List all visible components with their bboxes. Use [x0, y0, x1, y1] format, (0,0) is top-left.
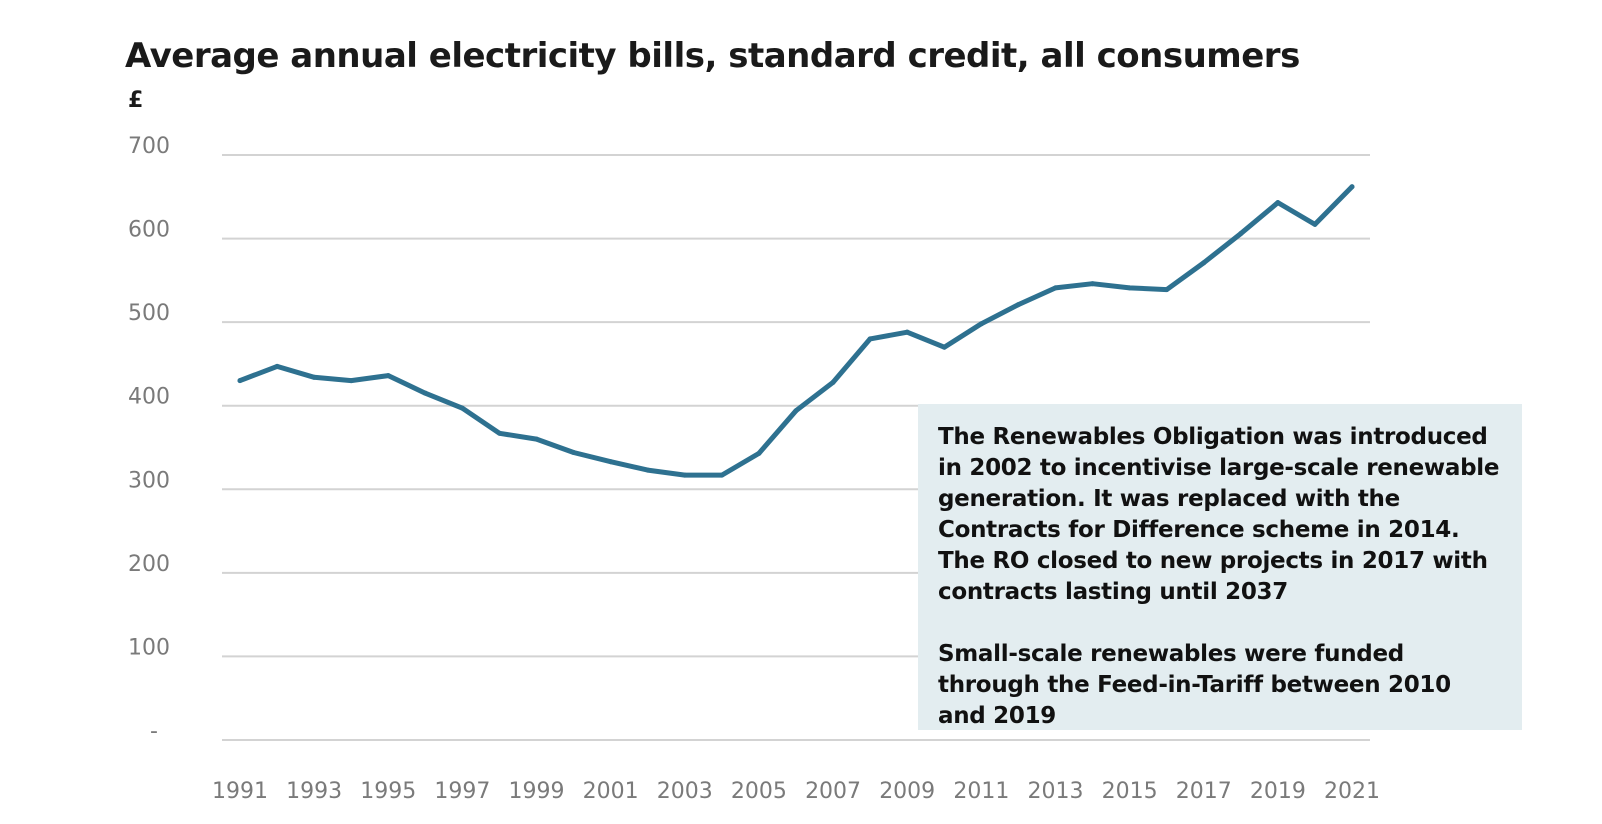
x-tick-label: 1993	[286, 779, 342, 804]
data-point	[1275, 200, 1281, 206]
data-point	[1312, 221, 1318, 227]
annotation-box: The Renewables Obligation was introduced…	[918, 404, 1522, 730]
data-point	[1052, 285, 1058, 291]
y-tick-label: 300	[128, 468, 170, 493]
data-point	[1127, 285, 1133, 291]
data-point	[867, 336, 873, 342]
x-tick-label: 1991	[212, 779, 268, 804]
data-point	[1164, 287, 1170, 293]
data-point	[793, 408, 799, 414]
data-point	[1238, 231, 1244, 237]
data-point	[830, 379, 836, 385]
data-point	[274, 363, 280, 369]
y-tick-label: 700	[128, 134, 170, 159]
x-tick-label: 2015	[1102, 779, 1158, 804]
data-point	[608, 459, 614, 465]
y-tick-label: 500	[128, 301, 170, 326]
y-axis-unit-label: £	[128, 88, 144, 113]
x-tick-label: 2013	[1027, 779, 1083, 804]
y-tick-label: 400	[128, 385, 170, 410]
y-tick-label: 100	[128, 635, 170, 660]
data-point	[904, 329, 910, 335]
data-point	[534, 436, 540, 442]
data-point	[496, 430, 502, 436]
x-tick-label: 1999	[509, 779, 565, 804]
data-point	[941, 344, 947, 350]
data-point	[1015, 302, 1021, 308]
data-point	[1090, 281, 1096, 287]
data-point	[756, 450, 762, 456]
x-tick-label: 2019	[1250, 779, 1306, 804]
x-tick-label: 2017	[1176, 779, 1232, 804]
data-point	[1349, 184, 1355, 190]
y-tick-label: 600	[128, 218, 170, 243]
x-tick-label: 2011	[953, 779, 1009, 804]
data-point	[682, 472, 688, 478]
x-tick-label: 1995	[360, 779, 416, 804]
chart-title: Average annual electricity bills, standa…	[125, 36, 1300, 76]
x-tick-label: 2007	[805, 779, 861, 804]
data-point	[719, 472, 725, 478]
series	[237, 184, 1355, 478]
x-tick-label: 1997	[434, 779, 490, 804]
data-point	[571, 450, 577, 456]
x-tick-label: 2001	[583, 779, 639, 804]
x-tick-label: 2003	[657, 779, 713, 804]
y-axis-ticks: - 100 200 300 400 500 600 700	[128, 134, 170, 744]
data-point	[459, 405, 465, 411]
data-point	[311, 374, 317, 380]
data-point	[645, 467, 651, 473]
data-point	[978, 321, 984, 327]
data-point	[385, 373, 391, 379]
x-tick-label: 2021	[1324, 779, 1380, 804]
x-tick-label: 2005	[731, 779, 787, 804]
y-tick-label: 200	[128, 552, 170, 577]
data-point	[1201, 260, 1207, 266]
data-point	[348, 378, 354, 384]
data-point	[422, 390, 428, 396]
data-point	[237, 378, 243, 384]
y-tick-label: -	[150, 719, 158, 744]
x-axis-ticks: 1991 1993 1995 1997 1999 2001 2003 2005 2007 2009…	[212, 779, 1380, 804]
annotation-paragraph-2: Small-scale renewables were funded throu…	[938, 641, 1451, 729]
annotation-paragraph-1: The Renewables Obligation was introduced…	[938, 424, 1500, 605]
x-tick-label: 2009	[879, 779, 935, 804]
